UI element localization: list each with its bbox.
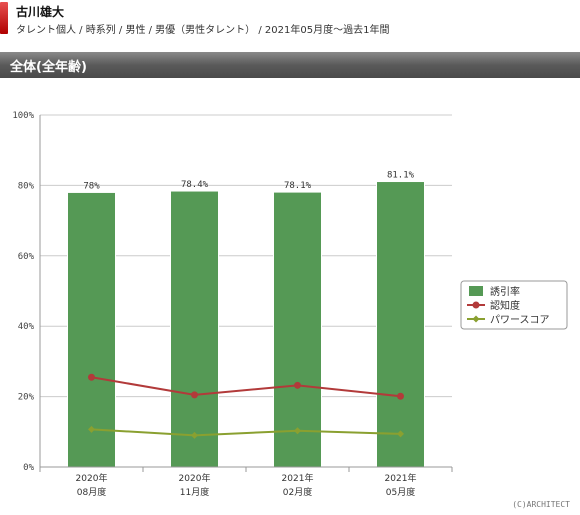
y-tick-label: 20% bbox=[18, 393, 35, 403]
bar-value-label: 78% bbox=[83, 181, 100, 191]
copyright-text: (C)ARCHITECT bbox=[512, 500, 570, 509]
legend-label: パワースコア bbox=[490, 314, 550, 326]
y-tick-label: 0% bbox=[23, 463, 34, 473]
x-tick-label: 2020年 bbox=[179, 472, 211, 484]
bar-value-label: 81.1% bbox=[387, 171, 415, 181]
bar-3 bbox=[273, 191, 322, 468]
time-series-chart: 0% 20% 40% 60% 80% 100% 78% 78.4% 78.1% 81.1% 2020… bbox=[12, 111, 568, 498]
recognition-point-3 bbox=[294, 381, 301, 389]
recognition-line bbox=[91, 376, 401, 398]
section-header bbox=[0, 52, 580, 78]
x-tick-label: 2021年 bbox=[282, 472, 314, 484]
power-point-2 bbox=[191, 431, 198, 439]
y-tick-label: 60% bbox=[18, 252, 35, 262]
legend-label: 認知度 bbox=[490, 299, 520, 312]
legend-swatch-attraction bbox=[469, 286, 483, 296]
x-tick-label: 2021年 bbox=[385, 472, 417, 484]
talent-name: 古川雄大 bbox=[16, 5, 65, 19]
page-header: 古川雄大 タレント個人 / 時系列 / 男性 / 男優（男性タレント） / 20… bbox=[0, 0, 580, 48]
x-tick-label: 2020年 bbox=[76, 472, 108, 484]
recognition-point-1 bbox=[88, 373, 95, 381]
breadcrumb: タレント個人 / 時系列 / 男性 / 男優（男性タレント） / 2021年05… bbox=[16, 25, 390, 36]
x-tick-label: 05月度 bbox=[386, 486, 415, 498]
accent-bar bbox=[0, 2, 8, 34]
x-tick-label: 02月度 bbox=[283, 486, 312, 498]
legend-label: 誘引率 bbox=[490, 285, 520, 298]
section-title: 全体(全年齢) bbox=[10, 60, 87, 75]
power-score-line bbox=[91, 428, 401, 437]
y-tick-label: 80% bbox=[18, 181, 35, 191]
recognition-point-2 bbox=[191, 391, 198, 399]
power-point-3 bbox=[294, 427, 301, 435]
power-point-4 bbox=[397, 430, 404, 438]
y-tick-label: 40% bbox=[18, 322, 35, 332]
legend-box bbox=[460, 280, 568, 330]
bar-2 bbox=[170, 190, 219, 468]
x-tick-label: 08月度 bbox=[77, 486, 106, 498]
legend-marker-power bbox=[472, 315, 480, 323]
bar-4 bbox=[376, 181, 425, 468]
bar-value-label: 78.4% bbox=[181, 180, 209, 190]
x-tick-label: 11月度 bbox=[180, 486, 209, 498]
legend-marker-recognition bbox=[472, 301, 480, 309]
bar-1 bbox=[67, 191, 116, 468]
bar-value-label: 78.1% bbox=[284, 181, 312, 191]
power-point-1 bbox=[88, 425, 95, 433]
recognition-point-4 bbox=[397, 392, 404, 400]
y-tick-label: 100% bbox=[12, 111, 34, 121]
